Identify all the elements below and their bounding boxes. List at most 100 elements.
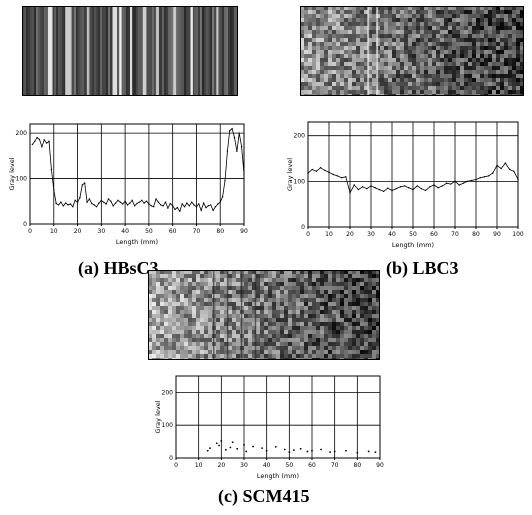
data-point <box>64 202 67 204</box>
data-point <box>53 189 55 191</box>
data-point <box>136 202 138 205</box>
data-point <box>340 176 343 179</box>
data-point <box>357 188 360 191</box>
x-tick-label: 60 <box>169 228 177 235</box>
data-point <box>265 449 268 452</box>
data-point <box>72 206 74 208</box>
panel-image-frame <box>300 6 524 96</box>
x-tick-label: 80 <box>472 231 480 238</box>
data-point <box>420 187 423 190</box>
data-point <box>333 450 336 453</box>
data-point <box>387 187 389 189</box>
data-point <box>261 447 264 450</box>
data-point <box>412 188 414 191</box>
data-point <box>57 204 60 206</box>
data-point <box>403 185 406 187</box>
data-point <box>370 185 372 187</box>
data-point <box>162 205 164 207</box>
data-point <box>126 204 129 206</box>
data-point <box>231 127 233 130</box>
x-tick-label: 20 <box>74 228 82 235</box>
data-point <box>86 201 88 203</box>
data-point <box>224 180 226 182</box>
data-point <box>36 136 38 139</box>
data-point <box>124 200 126 202</box>
data-point <box>143 202 145 204</box>
x-tick-label: 0 <box>306 231 310 238</box>
panel-a-caption: (a) HBsC3 <box>78 258 159 278</box>
x-tick-label: 80 <box>354 462 362 469</box>
data-point <box>110 200 112 202</box>
panel-image-texture <box>22 6 238 96</box>
data-point <box>245 450 248 453</box>
data-point <box>198 203 200 205</box>
data-point <box>212 209 214 212</box>
data-point <box>475 178 477 181</box>
data-point <box>98 202 100 204</box>
data-point <box>193 204 195 206</box>
data-point <box>179 210 181 212</box>
data-point <box>210 204 212 206</box>
data-point <box>148 203 150 205</box>
data-point <box>150 205 152 207</box>
panel-c-chart: 0 10 20 30 40 50 60 70 80 90 0 100 200 Length (mm) Gra… <box>154 375 384 480</box>
data-point <box>378 188 381 191</box>
x-axis-label: Length (mm) <box>257 472 299 480</box>
x-tick-label: 100 <box>512 231 524 238</box>
data-point <box>450 183 452 185</box>
data-point <box>160 204 162 206</box>
x-tick-label: 60 <box>308 462 316 469</box>
data-point <box>169 202 171 205</box>
data-point <box>186 202 188 204</box>
data-point <box>441 185 444 187</box>
x-tick-label: 30 <box>240 462 248 469</box>
data-point <box>34 140 36 142</box>
x-tick-label: 60 <box>430 231 438 238</box>
data-point <box>329 451 332 453</box>
data-point <box>487 175 490 177</box>
data-point <box>176 206 179 209</box>
data-point <box>45 142 48 144</box>
data-point <box>202 202 205 204</box>
data-point <box>433 184 435 186</box>
data-point <box>479 176 481 179</box>
panel-c-caption: (c) SCM415 <box>218 486 310 506</box>
data-point <box>236 150 238 152</box>
data-point <box>69 203 72 205</box>
y-tick-label: 100 <box>294 178 306 185</box>
data-point <box>205 206 207 209</box>
panel-image-frame <box>148 270 380 360</box>
data-point <box>171 205 174 207</box>
data-point <box>107 198 110 200</box>
x-tick-label: 0 <box>174 462 178 469</box>
data-point <box>133 205 136 207</box>
data-point <box>517 178 519 180</box>
panel-image-frame <box>22 6 238 96</box>
y-axis-label: Gray level <box>154 400 162 433</box>
x-tick-label: 50 <box>145 228 153 235</box>
data-point <box>328 171 330 173</box>
panel-image-texture <box>148 270 380 360</box>
data-point <box>292 449 295 452</box>
data-point <box>508 168 511 171</box>
x-axis-label: Length (mm) <box>116 238 158 246</box>
data-point <box>83 182 86 184</box>
data-point <box>496 164 498 167</box>
data-point <box>320 448 322 451</box>
data-point <box>500 167 502 170</box>
data-point <box>219 201 221 203</box>
data-point <box>353 184 355 186</box>
data-point <box>345 449 347 452</box>
x-tick-label: 10 <box>50 228 58 235</box>
panel-c-image <box>148 270 380 360</box>
data-point <box>315 170 318 173</box>
data-point <box>103 201 105 203</box>
data-point <box>288 451 291 453</box>
data-point <box>366 187 368 190</box>
data-point <box>81 184 84 186</box>
x-tick-label: 40 <box>121 228 129 235</box>
y-tick-label: 200 <box>16 130 28 137</box>
data-point <box>48 140 50 142</box>
x-tick-label: 10 <box>325 231 333 238</box>
data-point <box>306 450 309 453</box>
